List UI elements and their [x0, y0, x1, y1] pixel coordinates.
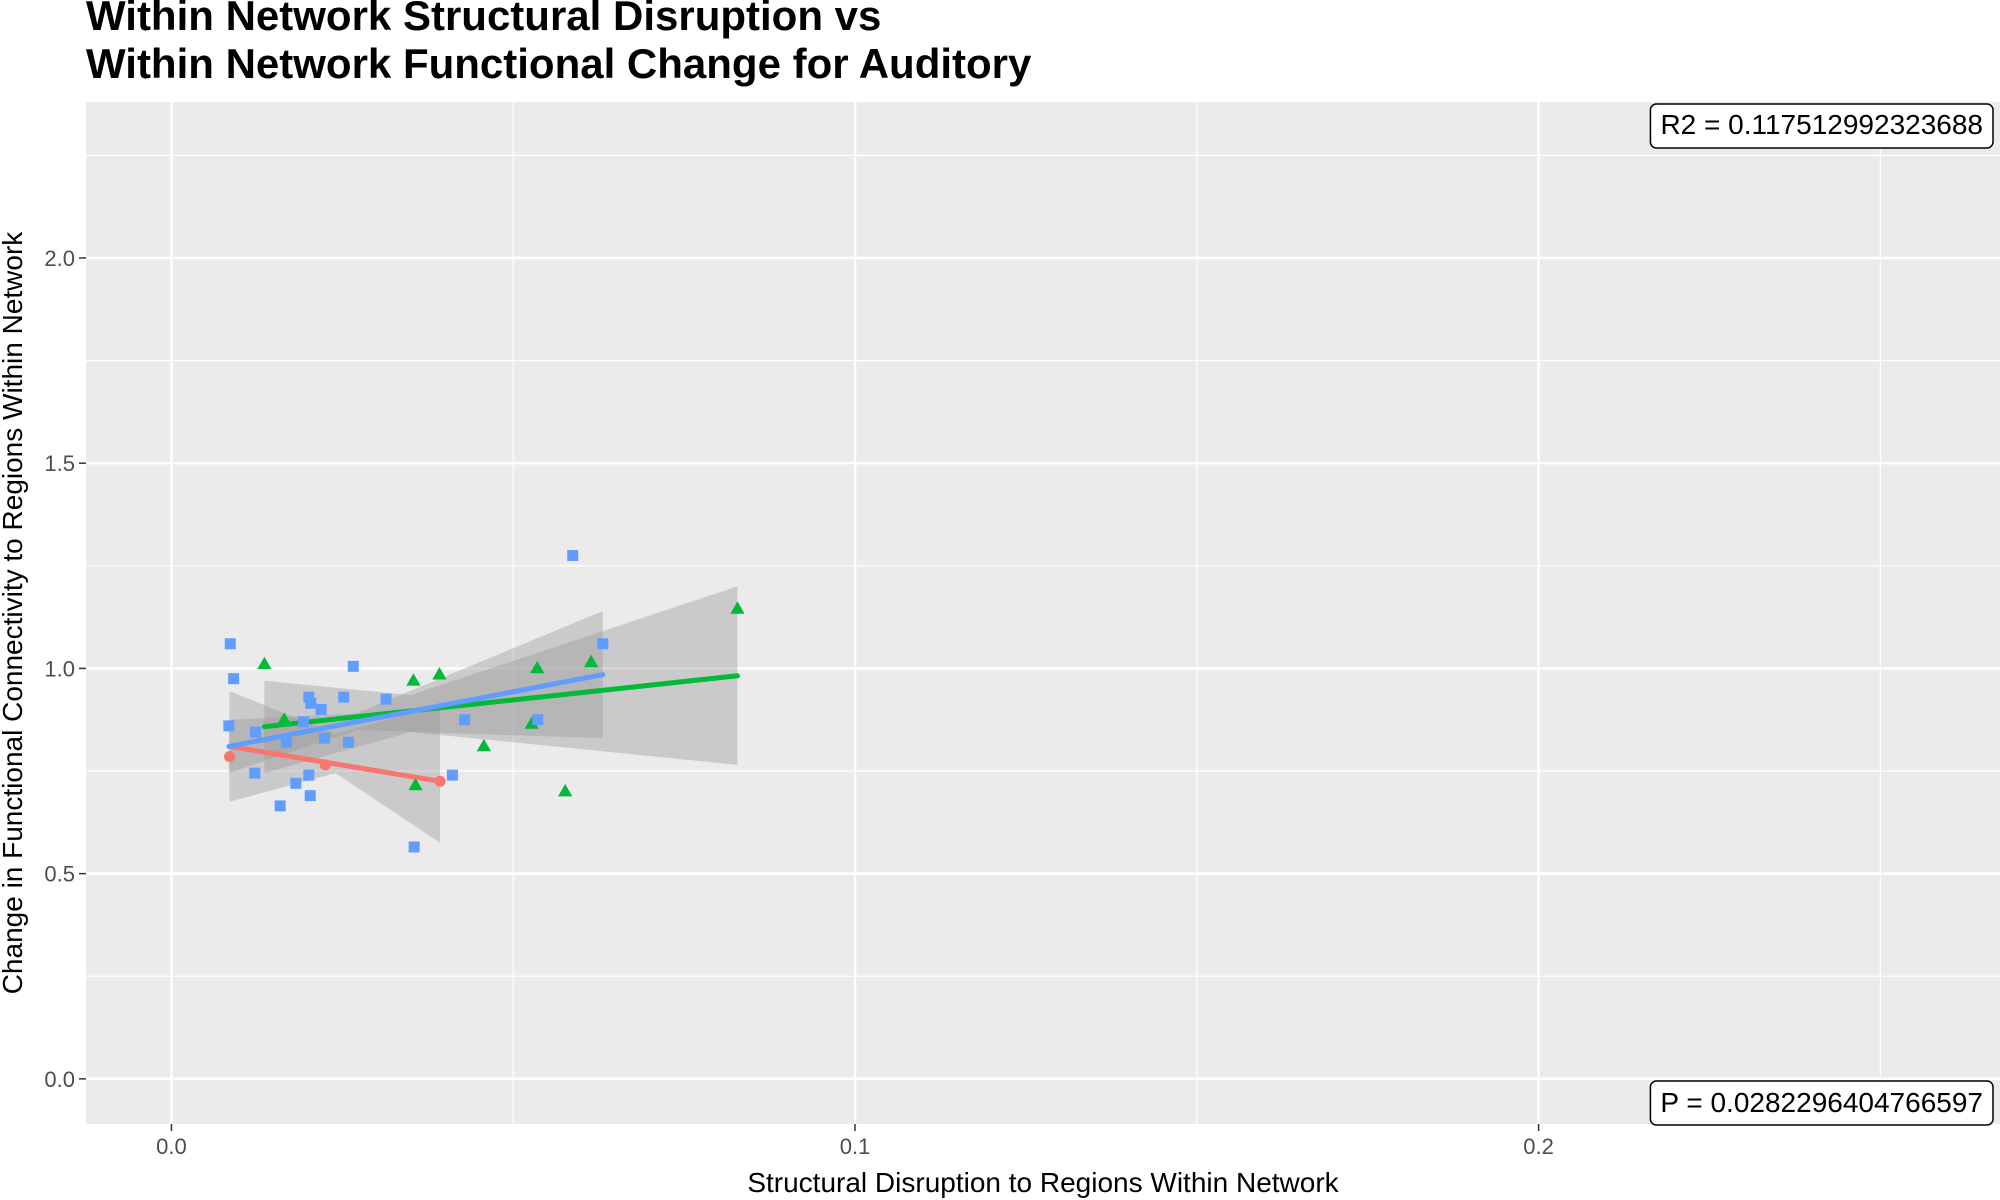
data-point-square [532, 714, 544, 726]
data-point-triangle [730, 601, 745, 614]
data-point-square [567, 550, 579, 562]
regression-lines [226, 672, 740, 784]
y-tick-label: 1.5 [44, 451, 75, 476]
y-tick-label: 0.0 [44, 1067, 75, 1092]
x-tick-label: 0.2 [1523, 1134, 1554, 1159]
data-point-square [305, 697, 317, 709]
x-tick-label: 0.0 [156, 1134, 187, 1159]
data-point-square [297, 716, 309, 728]
data-point-square [290, 777, 302, 789]
data-point-triangle [530, 660, 545, 674]
data-point-circle [434, 775, 446, 787]
data-point-triangle [408, 777, 423, 791]
confidence-bands [228, 586, 738, 843]
confidence-band-2 [264, 586, 738, 774]
data-point-square [303, 691, 315, 703]
confidence-band-3 [228, 610, 603, 774]
r2-annotation-text: R2 = 0.117512992323688 [1660, 109, 1983, 140]
y-axis-ticks: 0.0 0.5 1.0 1.5 2.0 [44, 246, 86, 1092]
data-point-circle [319, 759, 331, 771]
data-point-square [250, 726, 262, 738]
data-point-square [274, 800, 286, 812]
data-point-square [228, 673, 240, 685]
confidence-band-1 [229, 690, 441, 843]
data-point-square [304, 790, 316, 802]
chart-title-line-1: Within Network Structural Disruption vs [86, 0, 881, 39]
data-point-circle [224, 751, 236, 763]
data-point-triangle [524, 716, 539, 729]
data-point-square [459, 714, 471, 726]
data-point-square [408, 841, 420, 853]
data-point-square [338, 691, 350, 703]
x-axis-title: Structural Disruption to Regions Within … [747, 1167, 1339, 1198]
data-point-triangle [584, 654, 599, 668]
data-point-square [315, 703, 327, 715]
data-point-square [342, 736, 354, 748]
data-point-square [380, 693, 392, 705]
data-point-square [224, 638, 236, 650]
x-axis-ticks: 0.0 0.1 0.2 [156, 1124, 1554, 1159]
y-tick-label: 1.0 [44, 656, 75, 681]
regression-line-1 [227, 743, 443, 784]
chart-title-line-2: Within Network Functional Change for Aud… [86, 40, 1032, 87]
data-point-square [319, 732, 331, 744]
y-tick-label: 0.5 [44, 862, 75, 887]
data-point-triangle [476, 738, 491, 752]
data-point-square [223, 720, 235, 732]
regression-line-3 [226, 672, 606, 749]
data-point-square [280, 736, 292, 748]
p-value-annotation-text: P = 0.0282296404766597 [1660, 1087, 1983, 1118]
regression-line-2 [261, 673, 740, 730]
data-point-triangle [432, 667, 447, 680]
data-point-square [597, 638, 609, 650]
data-points [223, 550, 745, 853]
y-tick-label: 2.0 [44, 246, 75, 271]
data-point-triangle [257, 656, 272, 670]
data-point-triangle [277, 712, 292, 725]
r2-annotation: R2 = 0.117512992323688 [1649, 103, 1994, 149]
data-point-triangle [558, 784, 573, 797]
x-tick-label: 0.1 [840, 1134, 871, 1159]
data-point-triangle [406, 673, 421, 686]
data-point-square [249, 767, 261, 779]
plot-panel [86, 102, 2000, 1124]
data-point-square [303, 769, 315, 781]
p-value-annotation: P = 0.0282296404766597 [1649, 1080, 1994, 1126]
grid-lines [86, 102, 2000, 1124]
y-axis-title: Change in Functional Connectivity to Reg… [0, 231, 28, 995]
data-point-square [347, 660, 359, 672]
data-point-square [446, 769, 458, 781]
